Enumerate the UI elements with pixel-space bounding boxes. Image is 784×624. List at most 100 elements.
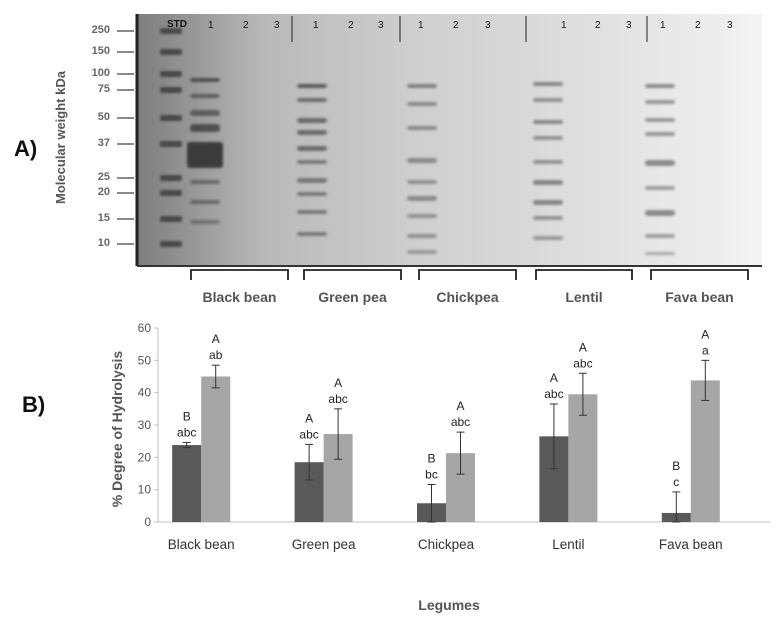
y-tick-label: 0 <box>144 515 151 529</box>
x-category-label: Green pea <box>292 537 356 552</box>
mw-marker-37: 37 <box>97 137 110 149</box>
lane-number: 3 <box>485 20 491 31</box>
ladder-band <box>160 216 182 222</box>
y-tick-label: 30 <box>138 418 152 432</box>
significance-letters-lower: ab <box>209 348 223 362</box>
protein-band <box>190 220 220 224</box>
protein-band <box>297 192 327 196</box>
lane-number: 1 <box>660 20 666 31</box>
sample-bracket <box>418 269 517 280</box>
lane-number: 1 <box>313 20 319 31</box>
protein-band <box>407 196 437 201</box>
significance-letters-upper: A <box>701 327 709 341</box>
significance-letters-upper: B <box>672 459 680 473</box>
y-tick-label: 20 <box>138 450 152 464</box>
x-category-label: Lentil <box>552 537 584 552</box>
panel-b-label: B) <box>22 392 46 417</box>
gel-legume-label: Lentil <box>565 289 603 305</box>
mw-marker-10: 10 <box>97 237 110 249</box>
protein-band <box>533 160 563 164</box>
mw-marker-50: 50 <box>97 111 110 123</box>
y-tick-label: 10 <box>138 483 152 497</box>
protein-band <box>533 236 563 240</box>
protein-band <box>297 146 327 151</box>
lane-number: 2 <box>453 20 459 31</box>
ladder-band <box>160 49 182 55</box>
protein-band <box>407 180 437 184</box>
bar-alcalase <box>172 445 202 522</box>
lane-number: 3 <box>378 20 384 31</box>
gel-legume-label: Chickpea <box>436 289 499 305</box>
lane-number: 1 <box>418 20 424 31</box>
significance-letters-lower: a <box>702 343 709 357</box>
protein-band <box>533 136 563 140</box>
ladder-band <box>160 28 182 34</box>
sample-bracket <box>190 269 289 280</box>
protein-band <box>297 130 327 135</box>
marker-ticks <box>117 30 134 245</box>
significance-letters-lower: abc <box>299 427 318 441</box>
protein-band <box>645 210 675 216</box>
protein-band <box>645 84 675 88</box>
gel-legume-label: Black bean <box>202 289 277 305</box>
protein-band <box>190 124 220 132</box>
significance-letters-upper: A <box>550 371 558 385</box>
significance-letters-upper: B <box>183 409 191 423</box>
lane-number: 1 <box>208 20 214 31</box>
bar-simulated-gi <box>201 376 231 522</box>
sample-brackets <box>190 269 749 280</box>
protein-band <box>533 180 563 185</box>
significance-letters-lower: abc <box>573 356 592 370</box>
gel-separators <box>291 16 648 42</box>
x-category-label: Black bean <box>168 537 235 552</box>
protein-band <box>533 120 563 124</box>
protein-band <box>407 102 437 106</box>
significance-letters-lower: abc <box>177 425 196 439</box>
protein-band <box>645 186 675 190</box>
sample-bracket <box>650 269 749 280</box>
protein-band <box>297 84 327 88</box>
protein-band <box>297 98 327 102</box>
lane-number: 3 <box>727 20 733 31</box>
ladder-band <box>160 87 182 93</box>
lane-number: 3 <box>626 20 632 31</box>
protein-band <box>533 82 563 86</box>
significance-letters-lower: abc <box>451 415 470 429</box>
significance-letters-upper: A <box>305 411 313 425</box>
protein-band <box>645 132 675 136</box>
y-tick-label: 60 <box>138 321 152 335</box>
ladder-band <box>160 141 182 147</box>
lane-number: 2 <box>595 20 601 31</box>
mw-marker-15: 15 <box>97 212 110 224</box>
gel-legume-label: Green pea <box>318 289 387 305</box>
protein-band <box>297 232 327 236</box>
lane-number: 3 <box>274 20 280 31</box>
ladder-band <box>160 115 182 121</box>
gel-bands <box>160 28 675 255</box>
mw-marker-150: 150 <box>91 45 110 57</box>
x-category-label: Fava bean <box>659 537 723 552</box>
sample-bracket <box>535 269 633 280</box>
protein-band <box>297 118 327 123</box>
protein-band <box>645 118 675 122</box>
protein-band <box>533 98 563 102</box>
significance-letters-upper: A <box>212 332 220 346</box>
protein-band <box>407 234 437 238</box>
x-category-label: Chickpea <box>418 537 475 552</box>
x-axis-title: Legumes <box>418 597 480 613</box>
ladder-band <box>160 71 182 77</box>
gel-background <box>137 14 762 266</box>
protein-band <box>645 100 675 104</box>
protein-band <box>533 200 563 205</box>
protein-band <box>187 142 223 168</box>
lane-number: 2 <box>348 20 354 31</box>
protein-band <box>407 158 437 163</box>
ladder-band <box>160 241 182 247</box>
protein-band <box>645 234 675 238</box>
protein-band <box>297 178 327 183</box>
significance-letters-lower: c <box>673 475 679 489</box>
significance-letters-lower: bc <box>425 467 438 481</box>
ladder-band <box>160 175 182 181</box>
protein-band <box>407 214 437 218</box>
mw-marker-75: 75 <box>97 83 110 95</box>
